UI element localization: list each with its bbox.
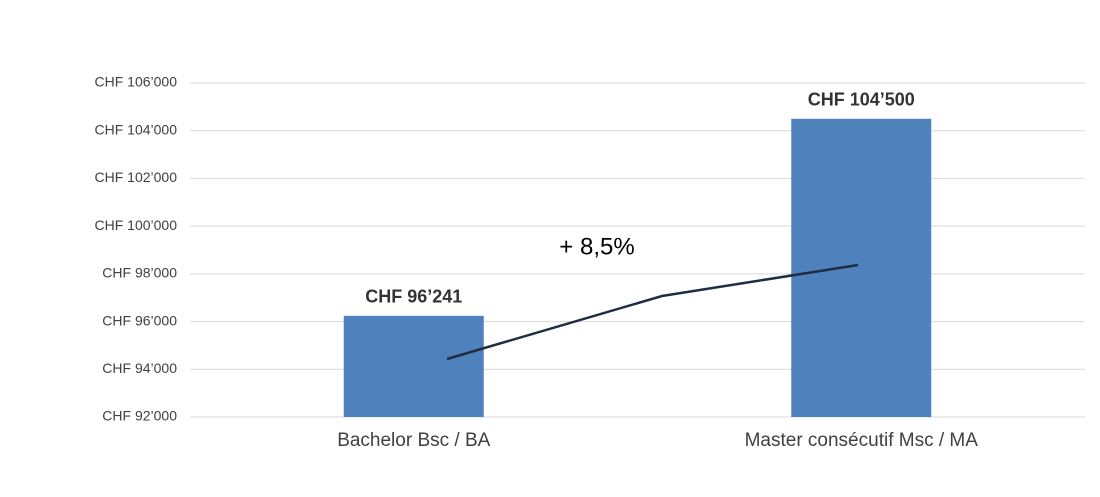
y-tick-label: CHF 102’000 <box>95 169 178 185</box>
x-tick-label: Bachelor Bsc / BA <box>337 430 490 451</box>
value-label: CHF 104’500 <box>808 90 915 110</box>
x-tick-label: Master consécutif Msc / MA <box>745 430 979 451</box>
y-tick-label: CHF 96’000 <box>102 312 177 328</box>
bar <box>791 118 932 418</box>
bars <box>343 118 932 418</box>
y-tick-label: CHF 100’000 <box>95 217 178 233</box>
annotation: + 8,5% <box>559 233 634 260</box>
y-tick-label: CHF 92’000 <box>102 408 177 424</box>
bar <box>343 315 484 417</box>
value-label: CHF 96’241 <box>365 287 462 307</box>
y-tick-label: CHF 98’000 <box>102 265 177 281</box>
grid: CHF 92’000 CHF 94’000 CHF 96’000 CHF 98’000… <box>95 74 1085 424</box>
trend-line <box>446 263 859 361</box>
y-tick-label: CHF 94’000 <box>102 360 177 376</box>
y-tick-label: CHF 104’000 <box>95 121 178 137</box>
y-tick-label: CHF 106’000 <box>95 74 178 90</box>
